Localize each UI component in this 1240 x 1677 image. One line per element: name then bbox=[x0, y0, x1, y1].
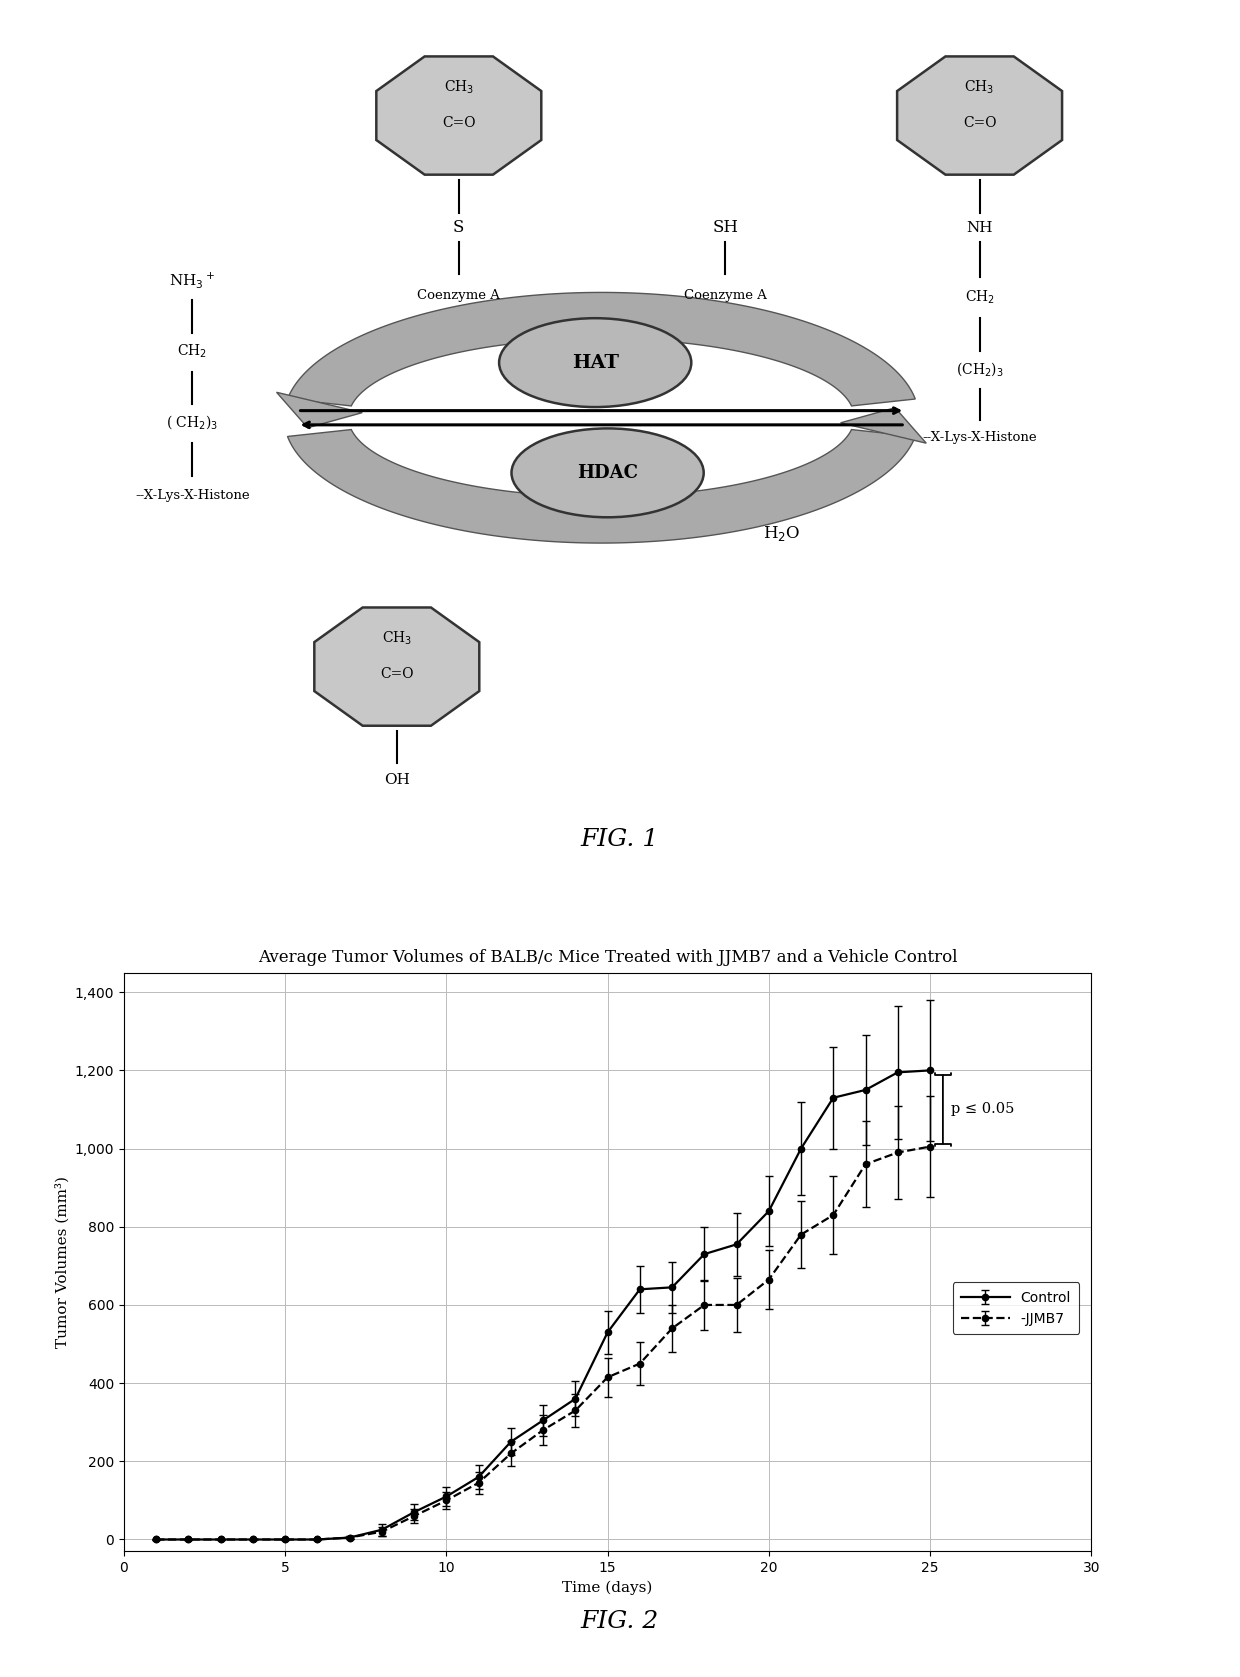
Text: C=O: C=O bbox=[962, 116, 997, 129]
Ellipse shape bbox=[511, 428, 703, 517]
Y-axis label: Tumor Volumes (mm³): Tumor Volumes (mm³) bbox=[55, 1176, 69, 1348]
X-axis label: Time (days): Time (days) bbox=[563, 1580, 652, 1595]
Text: C=O: C=O bbox=[441, 116, 476, 129]
Text: Coenzyme A: Coenzyme A bbox=[684, 288, 766, 302]
Text: CH$_2$: CH$_2$ bbox=[177, 342, 207, 361]
Text: --X-Lys-X-Histone: --X-Lys-X-Histone bbox=[135, 490, 249, 503]
Text: H$_2$O: H$_2$O bbox=[763, 523, 800, 543]
Polygon shape bbox=[288, 429, 915, 543]
Text: Coenzyme A: Coenzyme A bbox=[418, 288, 500, 302]
Ellipse shape bbox=[498, 319, 692, 408]
Text: OH: OH bbox=[384, 773, 409, 788]
Text: --X-Lys-X-Histone: --X-Lys-X-Histone bbox=[923, 431, 1037, 444]
Text: p ≤ 0.05: p ≤ 0.05 bbox=[951, 1102, 1014, 1117]
Text: S: S bbox=[453, 220, 465, 236]
Text: CH$_3$: CH$_3$ bbox=[444, 79, 474, 96]
Title: Average Tumor Volumes of BALB/c Mice Treated with JJMB7 and a Vehicle Control: Average Tumor Volumes of BALB/c Mice Tre… bbox=[258, 949, 957, 966]
Polygon shape bbox=[288, 292, 915, 406]
Text: SH: SH bbox=[713, 220, 738, 236]
Text: HDAC: HDAC bbox=[577, 465, 639, 481]
Polygon shape bbox=[841, 408, 926, 443]
Text: (CH$_2$)$_3$: (CH$_2$)$_3$ bbox=[956, 361, 1003, 377]
Polygon shape bbox=[376, 57, 542, 174]
Text: C=O: C=O bbox=[379, 667, 414, 681]
Legend: Control, -JJMB7: Control, -JJMB7 bbox=[952, 1283, 1079, 1333]
Text: HAT: HAT bbox=[572, 354, 619, 372]
Text: CH$_2$: CH$_2$ bbox=[965, 288, 994, 307]
Text: CH$_3$: CH$_3$ bbox=[965, 79, 994, 96]
Text: CH$_3$: CH$_3$ bbox=[382, 629, 412, 647]
Text: FIG. 2: FIG. 2 bbox=[580, 1610, 660, 1633]
Polygon shape bbox=[314, 607, 480, 726]
Text: ( CH$_2$)$_3$: ( CH$_2$)$_3$ bbox=[166, 413, 218, 431]
Text: NH$_3$$^+$: NH$_3$$^+$ bbox=[169, 270, 216, 290]
Text: NH: NH bbox=[966, 221, 993, 235]
Polygon shape bbox=[277, 392, 362, 428]
Text: FIG. 1: FIG. 1 bbox=[580, 828, 660, 852]
Polygon shape bbox=[897, 57, 1063, 174]
